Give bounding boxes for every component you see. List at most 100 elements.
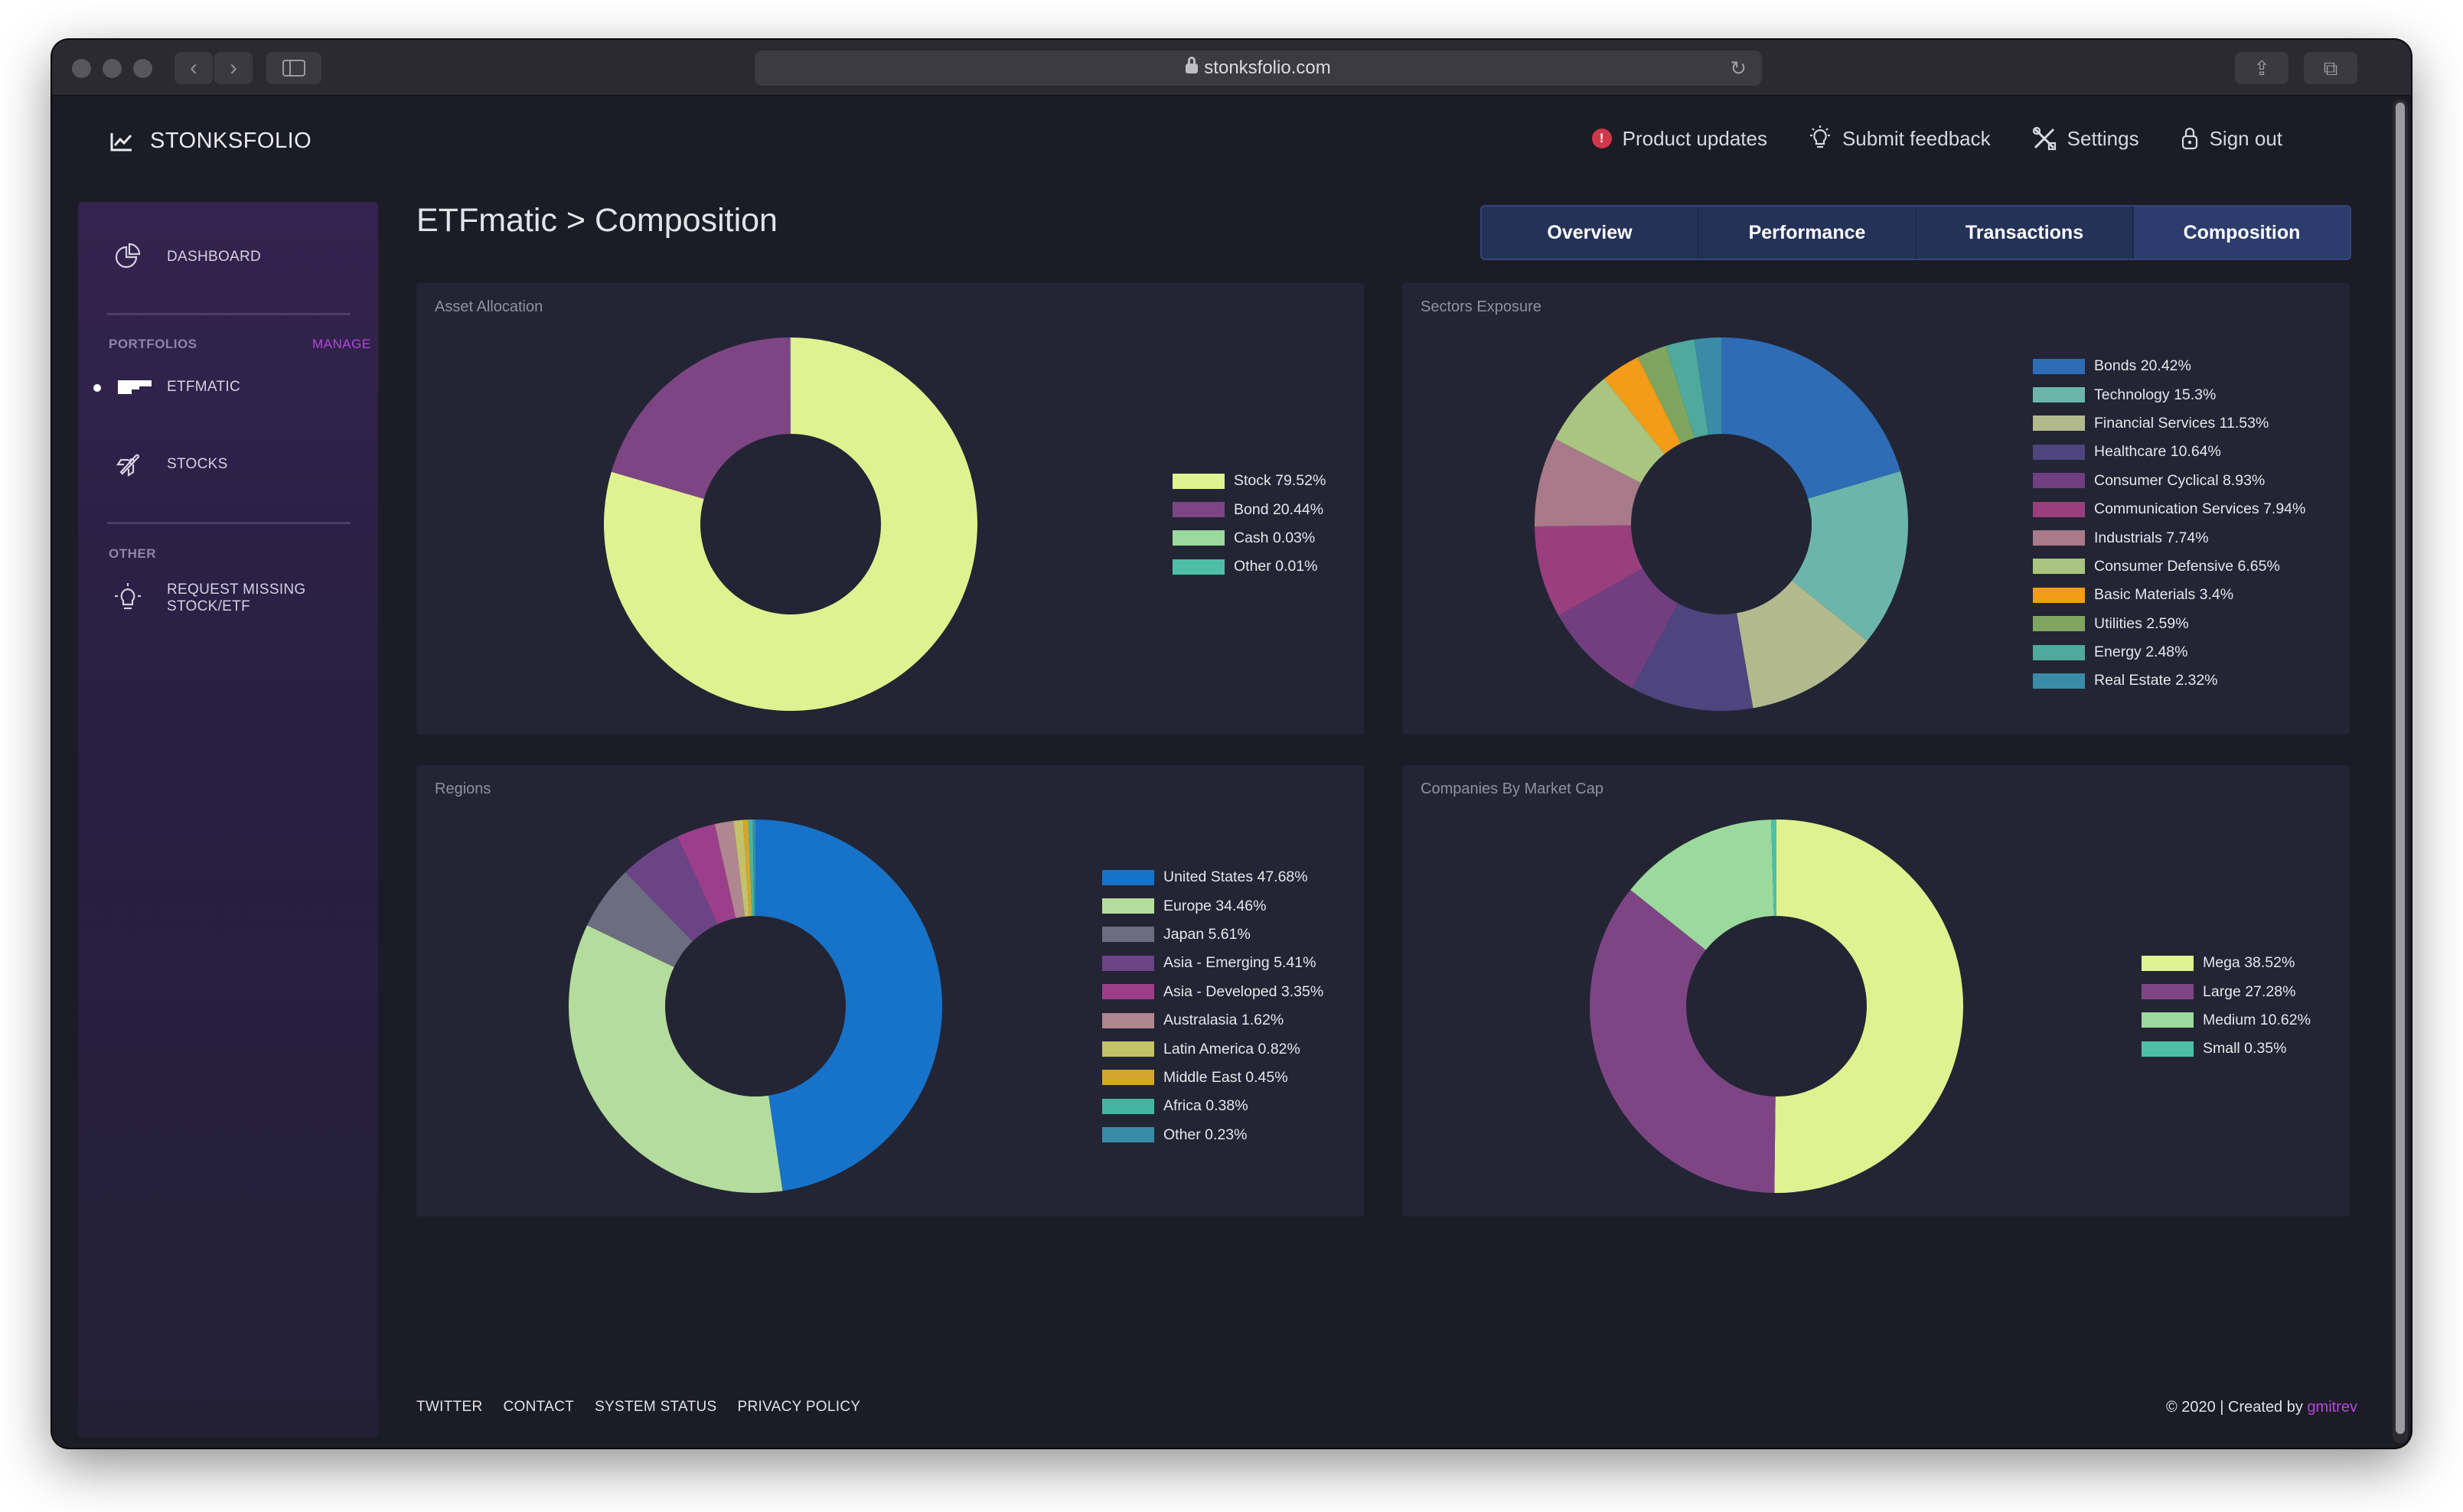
donut-slice[interactable] [1554, 379, 1665, 484]
settings-link[interactable]: Settings [2032, 125, 2139, 152]
donut-slice[interactable] [1737, 580, 1868, 709]
tab-performance[interactable]: Performance [1699, 207, 1917, 259]
donut-slice[interactable] [1630, 820, 1774, 950]
donut-slice[interactable] [755, 820, 942, 1191]
legend-item[interactable]: Bond 20.44% [1173, 495, 1326, 523]
author-link[interactable]: gmitrev [2307, 1399, 2357, 1416]
legend-item[interactable]: Asia - Developed 3.35% [1102, 978, 1323, 1006]
legend-item[interactable]: Small 0.35% [2142, 1035, 2311, 1063]
legend-swatch [2033, 501, 2085, 517]
sign-out-link[interactable]: Sign out [2181, 125, 2282, 152]
tab-transactions[interactable]: Transactions [1917, 207, 2134, 259]
back-button[interactable]: ‹ [175, 52, 213, 84]
donut-slice[interactable] [1535, 525, 1643, 616]
donut-slice[interactable] [1774, 820, 1964, 1193]
footer-link-contact[interactable]: CONTACT [503, 1399, 575, 1415]
legend-item[interactable]: Consumer Defensive 6.65% [2033, 552, 2305, 581]
manage-portfolios-link[interactable]: MANAGE [312, 337, 371, 351]
legend-item[interactable]: Healthcare 10.64% [2033, 438, 2305, 466]
footer-link-privacy-policy[interactable]: PRIVACY POLICY [737, 1399, 861, 1415]
sidebar-item-dashboard[interactable]: DASHBOARD [78, 234, 378, 280]
tab-overview[interactable]: Overview [1482, 207, 1699, 259]
donut-slice[interactable] [1632, 603, 1753, 711]
footer-links: TWITTER CONTACT SYSTEM STATUS PRIVACY PO… [416, 1399, 860, 1416]
donut-slice[interactable] [569, 925, 783, 1193]
legend-item[interactable]: Europe 34.46% [1102, 891, 1323, 920]
sidebar-item-request-missing[interactable]: REQUEST MISSING STOCK/ETF [78, 575, 378, 621]
footer-link-system-status[interactable]: SYSTEM STATUS [595, 1399, 717, 1415]
donut-slice[interactable] [1665, 339, 1708, 438]
legend-item[interactable]: Bonds 20.42% [2033, 352, 2305, 380]
legend-item[interactable]: Industrials 7.74% [2033, 523, 2305, 552]
donut-slice[interactable] [752, 820, 755, 917]
footer-link-twitter[interactable]: TWITTER [416, 1399, 483, 1415]
legend-item[interactable]: Consumer Cyclical 8.93% [2033, 467, 2305, 495]
donut-slice[interactable] [733, 820, 750, 917]
logo[interactable]: STONKSFOLIO [110, 129, 312, 154]
close-window-button[interactable] [72, 59, 91, 78]
legend-item[interactable]: Energy 2.48% [2033, 638, 2305, 666]
product-updates-link[interactable]: ! Product updates [1591, 125, 1767, 152]
legend-label: Asia - Emerging 5.41% [1163, 954, 1316, 972]
share-button[interactable]: ⇪ [2235, 52, 2288, 84]
legend-item[interactable]: Other 0.01% [1173, 552, 1326, 581]
legend-item[interactable]: Large 27.28% [2142, 977, 2311, 1005]
legend-swatch [2033, 616, 2085, 632]
donut-slice[interactable] [742, 820, 752, 917]
donut-slice[interactable] [1792, 471, 1908, 641]
legend-label: Japan 5.61% [1163, 925, 1251, 943]
scrollbar-thumb[interactable] [2396, 103, 2405, 1434]
pie-chart-icon [115, 243, 141, 269]
legend-item[interactable]: Medium 10.62% [2142, 1006, 2311, 1035]
active-indicator [93, 384, 101, 392]
legend-item[interactable]: Australasia 1.62% [1102, 1006, 1323, 1035]
legend-item[interactable]: Latin America 0.82% [1102, 1035, 1323, 1063]
donut-slice[interactable] [611, 337, 791, 499]
donut-slice[interactable] [625, 836, 718, 942]
legend-item[interactable]: Basic Materials 3.4% [2033, 581, 2305, 609]
legend-item[interactable]: Asia - Emerging 5.41% [1102, 949, 1323, 977]
legend-item[interactable]: Real Estate 2.32% [2033, 666, 2305, 695]
minimize-window-button[interactable] [103, 59, 122, 78]
donut-slice[interactable] [1771, 820, 1776, 917]
donut-slice[interactable] [604, 337, 977, 711]
sidebar-item-etfmatic[interactable]: ETFMATIC [78, 364, 378, 410]
reload-icon[interactable]: ↻ [1730, 57, 1747, 80]
legend-item[interactable]: Japan 5.61% [1102, 921, 1323, 949]
legend-item[interactable]: United States 47.68% [1102, 863, 1323, 891]
legend-item[interactable]: Cash 0.03% [1173, 524, 1326, 552]
donut-slice[interactable] [748, 820, 755, 917]
legend-swatch [2033, 444, 2085, 460]
donut-slice[interactable] [677, 823, 736, 924]
tab-composition[interactable]: Composition [2134, 207, 2350, 259]
sidebar-toggle-button[interactable] [266, 52, 321, 84]
legend-item[interactable]: Technology 15.3% [2033, 380, 2305, 409]
donut-slice[interactable] [1637, 346, 1695, 444]
donut-slice[interactable] [1535, 438, 1642, 526]
submit-feedback-link[interactable]: Submit feedback [1809, 125, 1991, 152]
donut-slice[interactable] [1694, 337, 1721, 435]
address-bar[interactable]: stonksfolio.com ↻ [755, 51, 1762, 86]
sidebar-item-stocks[interactable]: STOCKS [78, 442, 378, 487]
scrollbar[interactable] [2393, 99, 2408, 1443]
tabs-overview-button[interactable]: ⧉ [2304, 52, 2357, 84]
legend-item[interactable]: Middle East 0.45% [1102, 1064, 1323, 1092]
legend-item[interactable]: Other 0.23% [1102, 1121, 1323, 1149]
legend-item[interactable]: Communication Services 7.94% [2033, 495, 2305, 523]
donut-slice[interactable] [1558, 568, 1678, 689]
donut-slice[interactable] [587, 872, 693, 967]
legend-item[interactable]: Africa 0.38% [1102, 1092, 1323, 1120]
donut-slice[interactable] [1603, 357, 1682, 455]
legend-swatch [1173, 530, 1225, 546]
legend-item[interactable]: Financial Services 11.53% [2033, 409, 2305, 438]
forward-button[interactable]: › [214, 52, 253, 84]
zoom-window-button[interactable] [133, 59, 152, 78]
legend-item[interactable]: Mega 38.52% [2142, 949, 2311, 977]
legend-item[interactable]: Utilities 2.59% [2033, 610, 2305, 638]
legend-item[interactable]: Stock 79.52% [1173, 467, 1326, 495]
donut-slice[interactable] [1721, 337, 1901, 499]
donut-slice[interactable] [790, 337, 791, 435]
donut-slice[interactable] [1590, 889, 1776, 1193]
legend-swatch [2033, 387, 2085, 403]
donut-slice[interactable] [714, 820, 745, 918]
